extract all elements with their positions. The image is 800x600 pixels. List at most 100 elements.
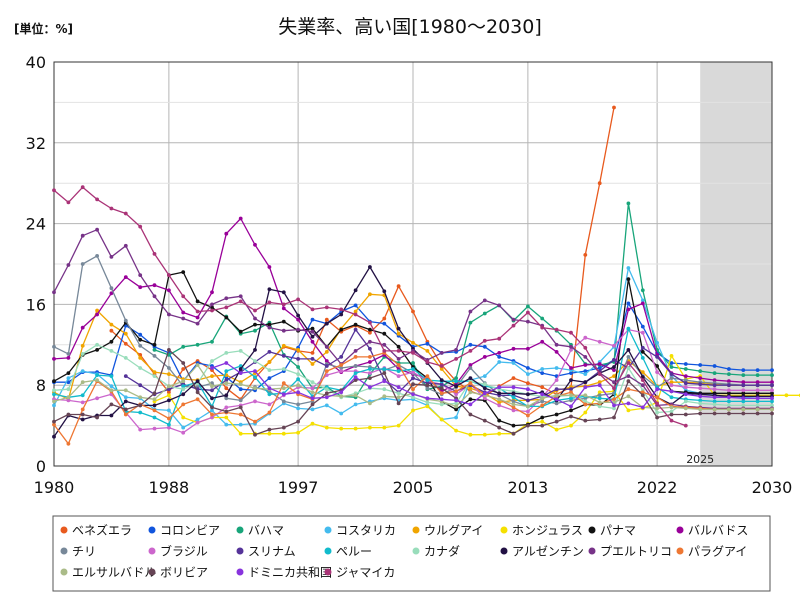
data-point	[123, 399, 128, 404]
data-point	[281, 319, 286, 324]
data-point	[698, 411, 703, 416]
data-point	[597, 339, 602, 344]
data-point	[253, 359, 257, 363]
data-point	[770, 380, 774, 385]
data-point	[138, 427, 143, 432]
data-point	[482, 311, 487, 316]
data-point	[468, 309, 473, 314]
data-point	[554, 387, 559, 392]
data-point	[353, 303, 358, 308]
legend-label: パラグアイ	[688, 545, 747, 559]
data-point	[770, 388, 774, 393]
data-point	[267, 350, 272, 354]
data-point	[66, 200, 71, 205]
data-point	[454, 404, 458, 409]
data-point	[640, 301, 645, 306]
data-point	[238, 398, 243, 403]
data-point	[324, 387, 329, 392]
legend-item: プエルトリコ	[588, 545, 672, 559]
data-point	[66, 352, 71, 356]
legend-item: ペルー	[324, 545, 372, 559]
data-point	[497, 385, 502, 390]
legend-label: バハマ	[248, 524, 284, 538]
data-point	[324, 391, 329, 396]
data-point	[267, 402, 272, 407]
data-point	[281, 354, 286, 358]
data-point	[368, 346, 372, 351]
data-point	[353, 371, 358, 375]
data-point	[583, 372, 588, 376]
data-point	[425, 400, 430, 405]
data-point	[597, 400, 602, 405]
legend-label: パナマ	[600, 524, 636, 538]
data-point	[138, 356, 143, 360]
data-point	[612, 105, 616, 110]
data-point	[324, 369, 329, 373]
data-point	[253, 348, 257, 352]
data-point	[152, 294, 157, 299]
data-point	[554, 393, 559, 398]
data-point	[482, 391, 487, 396]
data-point	[80, 185, 85, 190]
data-point	[411, 382, 415, 387]
y-tick-label: 24	[26, 215, 46, 234]
data-point	[66, 441, 71, 446]
data-point	[95, 312, 99, 317]
data-point	[66, 398, 71, 403]
data-point	[353, 426, 358, 431]
data-point	[123, 211, 128, 216]
data-point	[540, 367, 545, 371]
data-point	[267, 431, 272, 436]
data-point	[554, 419, 559, 424]
data-point	[138, 383, 143, 388]
legend-marker	[60, 568, 68, 576]
data-point	[238, 371, 243, 375]
data-point	[396, 349, 401, 353]
data-point	[669, 418, 674, 423]
data-point	[324, 425, 329, 430]
data-point	[583, 410, 588, 415]
data-point	[281, 431, 286, 436]
legend-item: ホンジュラス	[500, 524, 583, 538]
data-point	[540, 392, 545, 397]
data-point	[138, 343, 143, 348]
data-point	[526, 304, 530, 309]
data-point	[727, 411, 731, 416]
data-point	[138, 366, 143, 370]
data-point	[281, 328, 286, 333]
data-point	[727, 391, 731, 396]
data-point	[655, 387, 659, 392]
data-point	[482, 374, 487, 378]
data-point	[238, 382, 243, 387]
data-point	[770, 411, 774, 416]
data-point	[224, 369, 229, 373]
data-point	[612, 380, 616, 385]
legend-item: ボリビア	[148, 566, 208, 580]
data-point	[382, 321, 387, 326]
data-point	[296, 297, 300, 302]
data-point	[267, 322, 272, 327]
legend-marker	[324, 547, 332, 555]
data-point	[612, 358, 616, 362]
data-point	[640, 356, 645, 360]
data-point	[741, 388, 746, 393]
data-point	[368, 367, 372, 371]
data-point	[683, 406, 688, 411]
data-point	[238, 349, 243, 353]
data-point	[569, 396, 573, 401]
data-point	[95, 373, 99, 377]
data-point	[755, 396, 760, 401]
data-point	[195, 397, 200, 402]
data-point	[569, 348, 573, 352]
data-point	[626, 374, 631, 378]
data-point	[152, 408, 157, 413]
data-point	[396, 401, 401, 406]
data-point	[425, 383, 430, 388]
legend-item: パナマ	[588, 524, 636, 538]
legend-label: カナダ	[424, 544, 460, 559]
data-point	[253, 322, 257, 327]
data-point	[640, 298, 645, 303]
data-point	[655, 340, 659, 345]
data-point	[123, 412, 128, 417]
data-point	[210, 388, 214, 393]
